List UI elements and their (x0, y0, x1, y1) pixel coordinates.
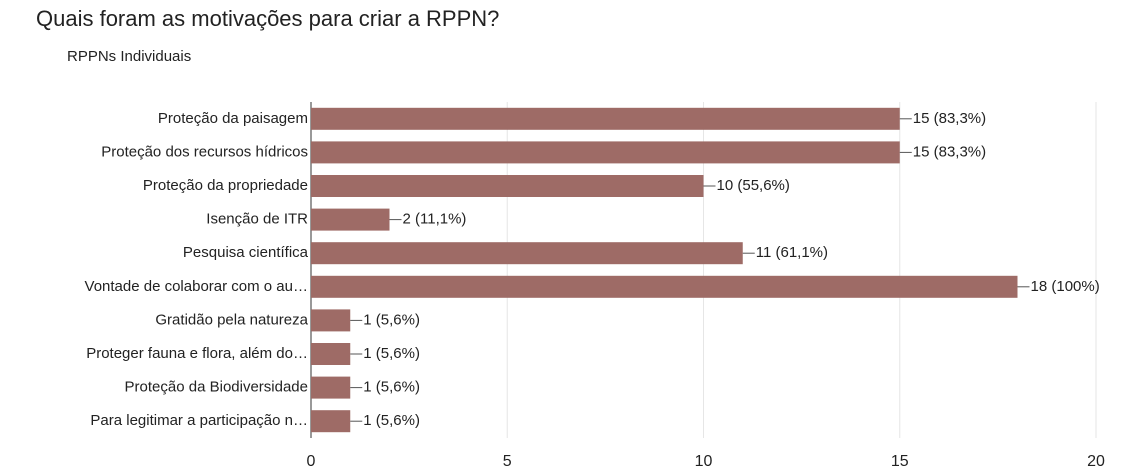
value-label: 10 (55,6%) (717, 177, 790, 194)
x-tick-label: 20 (1087, 453, 1105, 470)
bar (311, 107, 900, 130)
y-tick-label: Proteger fauna e flora, além do… (86, 345, 308, 362)
y-tick-label: Proteção dos recursos hídricos (101, 143, 308, 160)
y-tick-label: Para legitimar a participação n… (90, 412, 308, 429)
value-label: 1 (5,6%) (363, 412, 420, 429)
bar (311, 376, 351, 399)
chart-title: Quais foram as motivações para criar a R… (36, 6, 499, 31)
bar (311, 242, 743, 265)
bar (311, 175, 704, 197)
value-label: 15 (83,3%) (913, 143, 986, 160)
value-label: 1 (5,6%) (363, 379, 420, 396)
x-tick-label: 0 (307, 453, 316, 470)
y-tick-label: Isenção de ITR (206, 211, 308, 228)
value-label: 18 (100%) (1031, 278, 1100, 295)
value-label: 11 (61,1%) (756, 244, 828, 261)
value-label: 2 (11,1%) (403, 211, 467, 228)
y-tick-label: Proteção da paisagem (158, 110, 308, 127)
x-tick-label: 15 (891, 453, 909, 470)
bar (311, 343, 351, 365)
bar (311, 410, 351, 433)
value-label: 15 (83,3%) (913, 110, 986, 127)
x-tick-label: 5 (503, 453, 512, 470)
chart-subtitle: RPPNs Individuais (67, 48, 191, 65)
y-tick-label: Proteção da propriedade (143, 177, 308, 194)
value-label: 1 (5,6%) (363, 345, 420, 362)
bar (311, 141, 900, 164)
y-tick-label: Gratidão pela natureza (155, 311, 308, 328)
bar (311, 275, 1018, 298)
value-label: 1 (5,6%) (363, 311, 420, 328)
y-tick-label: Proteção da Biodiversidade (125, 379, 308, 396)
y-tick-label: Vontade de colaborar com o au… (85, 278, 308, 295)
x-tick-label: 10 (695, 453, 713, 470)
bar (311, 208, 390, 231)
bar (311, 309, 351, 332)
y-tick-label: Pesquisa científica (183, 244, 309, 261)
